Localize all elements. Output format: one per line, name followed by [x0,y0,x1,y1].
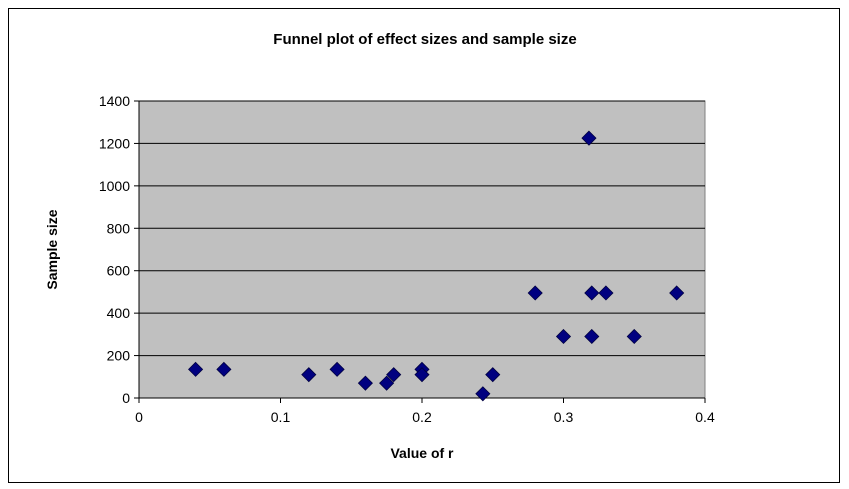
data-point [584,285,600,301]
x-tick-label: 0 [135,409,143,425]
data-point [329,361,345,377]
y-tick-label: 400 [107,305,131,321]
x-axis-title: Value of r [390,445,454,461]
chart-title: Funnel plot of effect sizes and sample s… [273,31,577,48]
x-tick-label: 0.4 [695,409,715,425]
data-point [669,285,685,301]
y-tick-label: 200 [107,348,131,364]
y-tick-label: 0 [122,390,130,406]
data-point [379,375,395,391]
plot-area [138,100,706,399]
y-tick-label: 1200 [99,135,130,151]
chart-area: Funnel plot of effect sizes and sample s… [8,8,840,483]
data-point [386,367,402,383]
y-axis-title: Sample size [44,209,60,289]
data-point [357,375,373,391]
data-point [485,367,501,383]
y-tick-label: 1400 [99,93,130,109]
y-tick-label: 600 [107,263,131,279]
data-point [475,386,491,402]
data-point [555,328,572,345]
data-point [584,328,600,345]
data-point [301,367,317,383]
data-point [598,285,614,301]
data-point [626,328,642,345]
chart-canvas: 0 200 400 600 800 1000 1200 1400 0 0.1 0.2 0.3 0.4 Va… [44,93,715,461]
y-tick-label: 800 [107,220,131,236]
data-point [216,361,232,377]
data-point [527,285,543,301]
x-tick-label: 0.2 [412,409,432,425]
x-tick-label: 0.3 [554,409,574,425]
x-tick-label: 0.1 [271,409,291,425]
data-point [581,130,597,146]
data-point [188,361,204,377]
y-tick-label: 1000 [99,178,130,194]
data-point [414,367,430,383]
